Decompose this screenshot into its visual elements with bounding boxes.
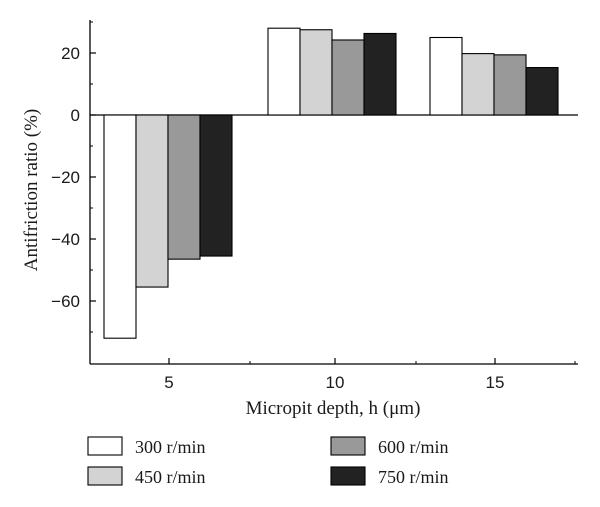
y-tick-label: −20 (51, 168, 80, 187)
legend-swatch (87, 436, 123, 456)
bar-750-15 (525, 67, 559, 116)
bar-300-5 (103, 114, 137, 339)
y-axis-title: Antifriction ratio (%) (21, 109, 42, 272)
legend-swatch (330, 436, 366, 456)
x-axis-title: Micropit depth, h (μm) (246, 398, 421, 419)
legend-swatch (330, 466, 366, 486)
bar-300-15 (429, 36, 463, 116)
legend-label: 300 r/min (135, 437, 206, 457)
x-tick-label: 5 (164, 373, 173, 392)
bar-300-10 (267, 27, 301, 116)
bar-600-10 (331, 39, 365, 116)
y-tick-label: 20 (61, 44, 80, 63)
y-tick-label: −60 (51, 292, 80, 311)
bar-600-15 (493, 54, 527, 116)
x-tick-label: 10 (326, 373, 345, 392)
bar-450-15 (461, 53, 495, 116)
plot-area (90, 27, 578, 339)
bar-450-5 (135, 114, 169, 288)
bar-600-5 (167, 114, 201, 260)
legend-label: 600 r/min (378, 437, 449, 457)
x-tick-label: 15 (486, 373, 505, 392)
legend-label: 450 r/min (135, 467, 206, 487)
y-tick-label: −40 (51, 230, 80, 249)
legend-swatch (87, 466, 123, 486)
legend-label: 750 r/min (378, 467, 449, 487)
bar-750-5 (199, 114, 233, 257)
axes: 20 0 −20 −40 −60 5 10 15 (51, 20, 578, 392)
bar-450-10 (299, 29, 333, 116)
y-tick-label: 0 (71, 106, 80, 125)
bar-750-10 (363, 32, 397, 116)
legend: 300 r/min 450 r/min 600 r/min 750 r/min (87, 436, 449, 487)
